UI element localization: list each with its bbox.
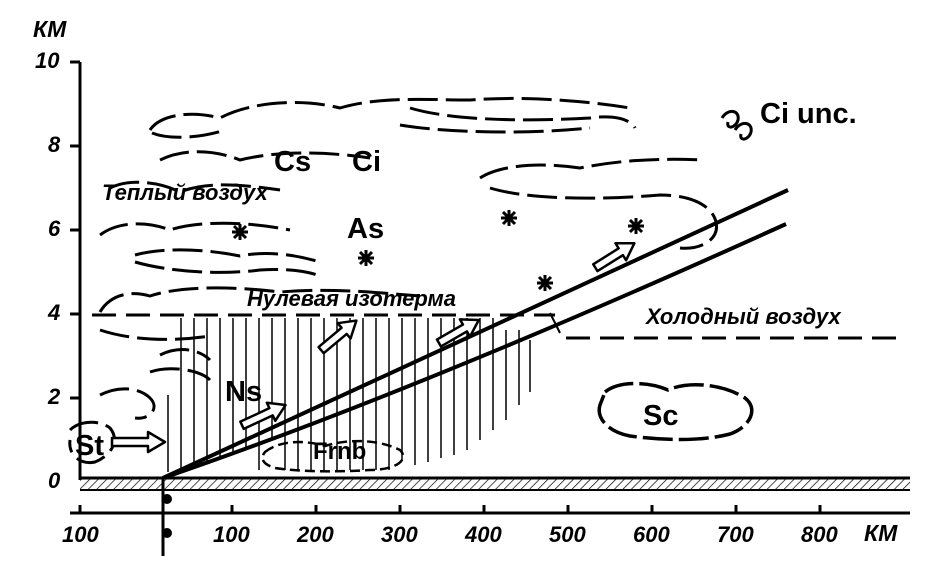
- snowflake-icon: [501, 210, 517, 226]
- warm-air-label: Теплый воздух: [102, 180, 268, 205]
- y-tick-label: 8: [48, 132, 61, 157]
- snowflake-icon: [358, 250, 374, 266]
- arrow-icon: [435, 318, 481, 348]
- x-tick-label: 800: [801, 522, 838, 547]
- snowflake-icon: [628, 218, 644, 234]
- x-tick-label: 700: [717, 522, 754, 547]
- y-tick-label: 4: [48, 300, 61, 325]
- arrow-icon: [317, 319, 358, 355]
- front-position-marker: [161, 478, 172, 556]
- snowflake-icon: [232, 224, 248, 240]
- x-tick-label: 500: [549, 522, 586, 547]
- cloud-label-ns: Ns: [225, 376, 263, 408]
- y-tick-label: 2: [48, 384, 61, 409]
- snowflake-icon: [537, 275, 553, 291]
- y-tick-label: 10: [35, 48, 60, 73]
- cloud-label-frnb: Frnb: [313, 438, 367, 465]
- arrow-icon: [110, 430, 167, 454]
- x-tick-label: 300: [381, 522, 418, 547]
- cloud-label-st: St: [75, 430, 104, 462]
- cloud-outlines: [68, 96, 718, 465]
- cloud-label-ci: Ci: [352, 146, 381, 178]
- cloud-label-sc: Sc: [643, 400, 679, 432]
- arrow-icon: [239, 401, 287, 431]
- frontal-surface: [162, 188, 789, 480]
- y-tick-label: 0: [48, 468, 61, 493]
- sc-cloud-outline: [597, 381, 754, 442]
- x-tick-label: 400: [465, 522, 502, 547]
- y-axis: [70, 60, 82, 480]
- ci-unc-squiggles: [720, 110, 753, 141]
- x-tick-label: 600: [633, 522, 670, 547]
- x-tick-label: 100: [213, 522, 250, 547]
- zero-isotherm-label: Нулевая изотерма: [247, 286, 457, 311]
- cold-air-label: Холодный воздух: [646, 304, 841, 329]
- x-axis: [70, 505, 910, 515]
- y-tick-label: 6: [48, 216, 61, 241]
- x-tick-label: 100: [62, 522, 99, 547]
- ground: [80, 476, 910, 491]
- cloud-label-cs: Cs: [274, 146, 312, 178]
- y-axis-unit-label: КМ: [33, 16, 67, 42]
- airflow-arrows: [110, 242, 636, 454]
- cloud-label-as: As: [347, 213, 385, 245]
- snowflake-icons: [232, 210, 644, 291]
- x-tick-label: 200: [297, 522, 334, 547]
- frnb-cloud-outline: [261, 439, 405, 473]
- arrow-icon: [591, 242, 636, 273]
- cloud-label-ci-unc: Ci unc.: [760, 98, 857, 130]
- x-axis-unit-label: КМ: [864, 520, 898, 546]
